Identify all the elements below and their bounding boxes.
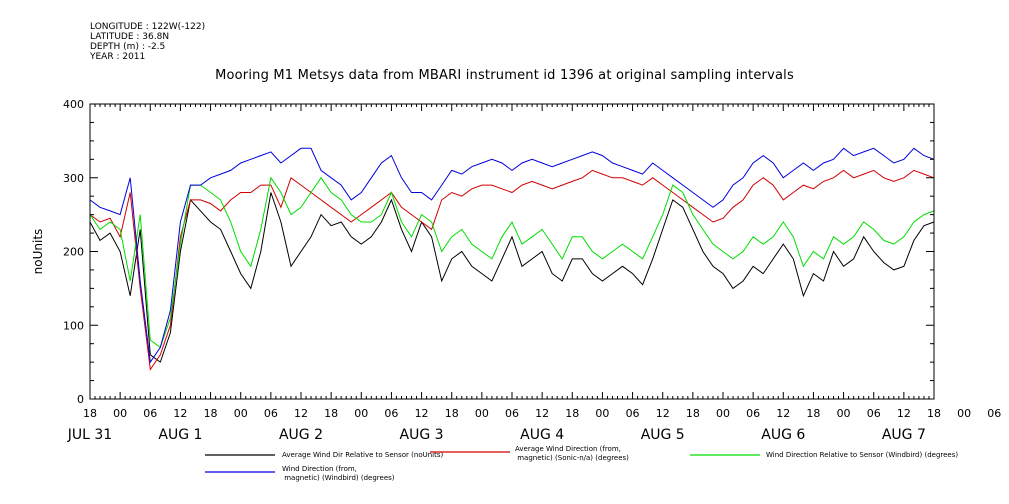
axis-layer: 0 100 200 300 400 noUnits 18 00 06 12 18 00 06 12 18 00… — [31, 98, 1001, 443]
plot-frame — [89, 103, 935, 400]
x-date-label: AUG 1 — [158, 427, 202, 443]
x-hour-label: 00 — [234, 407, 248, 420]
x-hour-label: 06 — [626, 407, 640, 420]
year-label: YEAR : 2011 — [90, 52, 146, 62]
x-hour-label: 00 — [837, 407, 851, 420]
series-line-2 — [89, 169, 935, 371]
x-hour-label: 12 — [294, 407, 308, 420]
legend-label-line: magnetic) (Sonic-n/a) (degrees) — [515, 454, 629, 462]
x-hour-label: 12 — [897, 407, 911, 420]
legend-label-2: Average Wind Direction (from, magnetic) … — [515, 445, 629, 462]
x-hour-label: 12 — [535, 407, 549, 420]
x-hour-label: 18 — [565, 407, 579, 420]
x-hour-label: 06 — [143, 407, 157, 420]
series-line-1 — [89, 192, 935, 363]
x-date-label: AUG 3 — [400, 427, 444, 443]
x-date-label: JUL 31 — [67, 427, 112, 443]
x-date-label: AUG 4 — [520, 427, 564, 443]
x-hour-label: 12 — [656, 407, 670, 420]
x-date-label: AUG 6 — [761, 427, 805, 443]
metadata-block: LONGITUDE : 122W(-122) LATITUDE : 36.8N … — [90, 22, 205, 62]
x-date-label: AUG 7 — [882, 427, 926, 443]
y-tick-label: 300 — [63, 172, 84, 185]
legend-label-line: Wind Direction Relative to Sensor (Windb… — [766, 451, 958, 459]
x-hour-label: 18 — [324, 407, 338, 420]
legend-label-3: Wind Direction Relative to Sensor (Windb… — [766, 451, 958, 459]
y-tick-label: 400 — [63, 98, 84, 111]
x-hour-label: 06 — [384, 407, 398, 420]
x-hour-label: 18 — [927, 407, 941, 420]
x-hour-label: 18 — [204, 407, 218, 420]
x-hour-label: 18 — [83, 407, 97, 420]
x-hour-label: 00 — [475, 407, 489, 420]
x-hour-label: 00 — [113, 407, 127, 420]
series-line-4 — [89, 147, 935, 364]
x-hour-label: 06 — [746, 407, 760, 420]
x-hour-label: 06 — [987, 407, 1001, 420]
y-tick-label: 100 — [63, 319, 84, 332]
legend-label-1: Average Wind Dir Relative to Sensor (noU… — [282, 451, 443, 459]
longitude-label: LONGITUDE : 122W(-122) — [90, 22, 206, 32]
legend-label-4: Wind Direction (from, magnetic) (Windbir… — [282, 465, 395, 482]
x-hour-label: 18 — [686, 407, 700, 420]
y-tick-label: 200 — [63, 246, 84, 259]
x-hour-label: 12 — [415, 407, 429, 420]
series-layer — [89, 147, 935, 371]
latitude-label: LATITUDE : 36.8N — [90, 32, 170, 42]
y-axis-label: noUnits — [31, 229, 45, 275]
legend-label-line: Average Wind Direction (from, — [515, 445, 621, 453]
depth-label: DEPTH (m) : -2.5 — [90, 42, 166, 52]
x-hour-label: 00 — [716, 407, 730, 420]
x-hour-label: 06 — [867, 407, 881, 420]
x-hour-label: 12 — [776, 407, 790, 420]
legend: Average Wind Dir Relative to Sensor (noU… — [205, 445, 958, 482]
x-date-label: AUG 5 — [641, 427, 685, 443]
chart-title: Mooring M1 Metsys data from MBARI instru… — [215, 68, 794, 83]
x-hour-label: 00 — [595, 407, 609, 420]
x-hour-label: 06 — [264, 407, 278, 420]
legend-label-line: Average Wind Dir Relative to Sensor (noU… — [282, 451, 443, 459]
legend-label-line: Wind Direction (from, — [282, 465, 357, 473]
x-hour-label: 00 — [957, 407, 971, 420]
x-hour-label: 18 — [445, 407, 459, 420]
x-hour-label: 18 — [806, 407, 820, 420]
x-hour-label: 00 — [354, 407, 368, 420]
x-hour-label: 06 — [505, 407, 519, 420]
x-date-label: AUG 2 — [279, 427, 323, 443]
series-line-3 — [89, 176, 935, 349]
legend-label-line: magnetic) (Windbird) (degrees) — [282, 474, 395, 482]
x-hour-label: 12 — [173, 407, 187, 420]
y-tick-label: 0 — [77, 393, 84, 406]
